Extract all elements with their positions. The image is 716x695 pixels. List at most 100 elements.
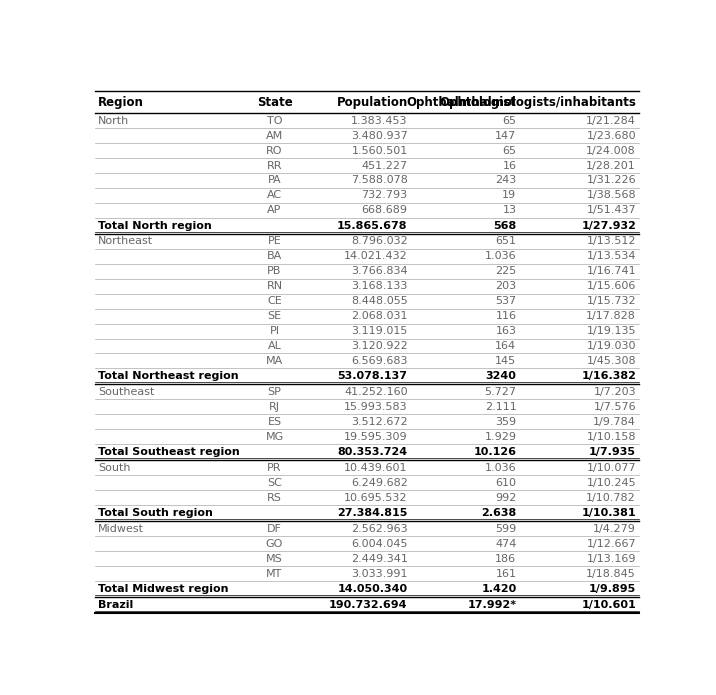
Text: 1/28.201: 1/28.201 (586, 161, 636, 170)
Text: 1/10.158: 1/10.158 (586, 432, 636, 442)
Text: 190.732.694: 190.732.694 (329, 600, 407, 610)
Text: 568: 568 (493, 221, 516, 231)
Text: Region: Region (98, 96, 144, 109)
Text: 3240: 3240 (485, 371, 516, 382)
Text: 1/10.245: 1/10.245 (586, 477, 636, 488)
Text: 80.353.724: 80.353.724 (337, 448, 407, 457)
Text: 1/7.576: 1/7.576 (594, 402, 636, 412)
Text: 3.512.672: 3.512.672 (351, 417, 407, 427)
Text: 5.727: 5.727 (485, 387, 516, 397)
Text: 6.249.682: 6.249.682 (351, 477, 407, 488)
Text: 3.119.015: 3.119.015 (352, 326, 407, 336)
Text: 65: 65 (503, 116, 516, 126)
Text: 14.050.340: 14.050.340 (337, 584, 407, 594)
Text: North: North (98, 116, 129, 126)
Text: 1/23.680: 1/23.680 (586, 131, 636, 140)
Text: 1/12.667: 1/12.667 (586, 539, 636, 548)
Text: RN: RN (266, 281, 283, 291)
Text: 1/7.935: 1/7.935 (589, 448, 636, 457)
Text: 1/4.279: 1/4.279 (593, 524, 636, 534)
Text: 474: 474 (495, 539, 516, 548)
Text: 3.168.133: 3.168.133 (352, 281, 407, 291)
Text: AL: AL (268, 341, 281, 351)
Text: South: South (98, 463, 130, 473)
Text: MA: MA (266, 356, 283, 366)
Text: 1/45.308: 1/45.308 (586, 356, 636, 366)
Text: 1/13.512: 1/13.512 (586, 236, 636, 247)
Text: 668.689: 668.689 (362, 206, 407, 215)
Text: 1.036: 1.036 (485, 463, 516, 473)
Text: 3.120.922: 3.120.922 (351, 341, 407, 351)
Text: RJ: RJ (269, 402, 280, 412)
Text: TO: TO (267, 116, 282, 126)
Text: 359: 359 (495, 417, 516, 427)
Text: 1/15.606: 1/15.606 (586, 281, 636, 291)
Text: 732.793: 732.793 (362, 190, 407, 200)
Text: 1/13.534: 1/13.534 (586, 252, 636, 261)
Text: ES: ES (268, 417, 281, 427)
Text: 1.036: 1.036 (485, 252, 516, 261)
Text: 1/17.828: 1/17.828 (586, 311, 636, 321)
Text: MG: MG (266, 432, 284, 442)
Text: 2.068.031: 2.068.031 (351, 311, 407, 321)
Text: 8.796.032: 8.796.032 (351, 236, 407, 247)
Text: AP: AP (267, 206, 281, 215)
Text: RR: RR (267, 161, 282, 170)
Text: PE: PE (268, 236, 281, 247)
Text: 992: 992 (495, 493, 516, 502)
Text: 3.033.991: 3.033.991 (351, 569, 407, 578)
Text: 1/38.568: 1/38.568 (586, 190, 636, 200)
Text: PR: PR (267, 463, 282, 473)
Text: 6.569.683: 6.569.683 (351, 356, 407, 366)
Text: DF: DF (267, 524, 282, 534)
Text: 2.449.341: 2.449.341 (351, 554, 407, 564)
Text: 1.420: 1.420 (481, 584, 516, 594)
Text: 161: 161 (495, 569, 516, 578)
Text: 203: 203 (495, 281, 516, 291)
Text: 6.004.045: 6.004.045 (351, 539, 407, 548)
Text: 225: 225 (495, 266, 516, 277)
Text: 537: 537 (495, 296, 516, 306)
Text: GO: GO (266, 539, 284, 548)
Text: 15.993.583: 15.993.583 (344, 402, 407, 412)
Text: 1/13.169: 1/13.169 (586, 554, 636, 564)
Text: AC: AC (267, 190, 282, 200)
Text: 1/16.741: 1/16.741 (586, 266, 636, 277)
Text: 41.252.160: 41.252.160 (344, 387, 407, 397)
Text: 1/51.437: 1/51.437 (586, 206, 636, 215)
Text: 186: 186 (495, 554, 516, 564)
Text: Total Midwest region: Total Midwest region (98, 584, 228, 594)
Text: MT: MT (266, 569, 283, 578)
Text: 1/15.732: 1/15.732 (586, 296, 636, 306)
Text: 651: 651 (495, 236, 516, 247)
Text: 10.439.601: 10.439.601 (344, 463, 407, 473)
Text: 10.126: 10.126 (473, 448, 516, 457)
Text: CE: CE (267, 296, 282, 306)
Text: 163: 163 (495, 326, 516, 336)
Text: 1/21.284: 1/21.284 (586, 116, 636, 126)
Text: SP: SP (268, 387, 281, 397)
Text: 1/24.008: 1/24.008 (586, 146, 636, 156)
Text: 27.384.815: 27.384.815 (337, 508, 407, 518)
Text: Total South region: Total South region (98, 508, 213, 518)
Text: 1/27.932: 1/27.932 (581, 221, 636, 231)
Text: 1/10.077: 1/10.077 (586, 463, 636, 473)
Text: BA: BA (267, 252, 282, 261)
Text: RO: RO (266, 146, 283, 156)
Text: MS: MS (266, 554, 283, 564)
Text: 65: 65 (503, 146, 516, 156)
Text: 1.560.501: 1.560.501 (352, 146, 407, 156)
Text: 1/19.135: 1/19.135 (586, 326, 636, 336)
Text: PA: PA (268, 176, 281, 186)
Text: 1/16.382: 1/16.382 (581, 371, 636, 382)
Text: 19.595.309: 19.595.309 (344, 432, 407, 442)
Text: 1/9.895: 1/9.895 (589, 584, 636, 594)
Text: Ophthalmologist: Ophthalmologist (407, 96, 516, 109)
Text: PI: PI (269, 326, 279, 336)
Text: 1/18.845: 1/18.845 (586, 569, 636, 578)
Text: 610: 610 (495, 477, 516, 488)
Text: 1/9.784: 1/9.784 (593, 417, 636, 427)
Text: State: State (256, 96, 292, 109)
Text: 10.695.532: 10.695.532 (344, 493, 407, 502)
Text: 19: 19 (503, 190, 516, 200)
